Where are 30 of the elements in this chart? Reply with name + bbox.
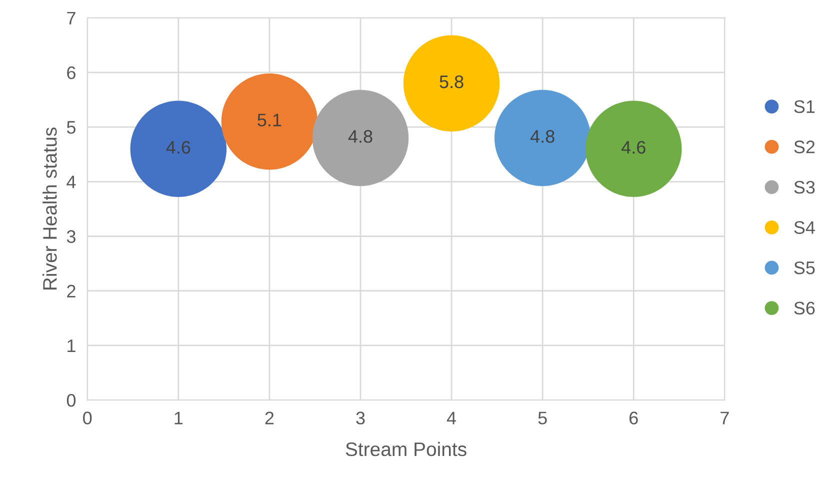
y-tick-label: 7 — [67, 12, 76, 24]
legend-label: S2 — [794, 140, 815, 154]
x-tick-label: 5 — [538, 412, 547, 424]
legend-label: S1 — [794, 100, 815, 114]
x-tick-label: 4 — [446, 412, 456, 424]
x-tick-label: 1 — [174, 412, 183, 424]
data-label: 4.8 — [348, 130, 372, 143]
y-tick-label: 1 — [68, 340, 76, 352]
x-tick-label: 2 — [265, 412, 274, 424]
y-tick-label: 6 — [67, 66, 76, 80]
x-axis-title: Stream Points — [346, 442, 466, 456]
legend-label: S4 — [794, 221, 815, 234]
legend-label: S6 — [794, 302, 815, 315]
y-axis-title: River Health status — [42, 128, 57, 290]
y-tick-label: 2 — [67, 284, 76, 298]
data-label: 5.8 — [440, 75, 464, 88]
x-tick-label: 3 — [356, 412, 365, 424]
y-tick-label: 3 — [66, 230, 76, 243]
data-label: 4.6 — [621, 140, 646, 154]
data-label: 4.8 — [530, 130, 554, 143]
legend-label: S5 — [794, 261, 815, 274]
x-tick-label: 7 — [720, 412, 729, 424]
y-tick-label: 4 — [66, 176, 76, 188]
x-tick-label: 0 — [83, 412, 92, 424]
data-label: 4.6 — [166, 140, 190, 154]
data-label: 5.1 — [258, 114, 282, 126]
y-tick-label: 5 — [66, 121, 76, 134]
y-tick-label: 0 — [66, 394, 76, 407]
x-tick-label: 6 — [630, 412, 638, 424]
legend-label: S3 — [794, 180, 815, 194]
